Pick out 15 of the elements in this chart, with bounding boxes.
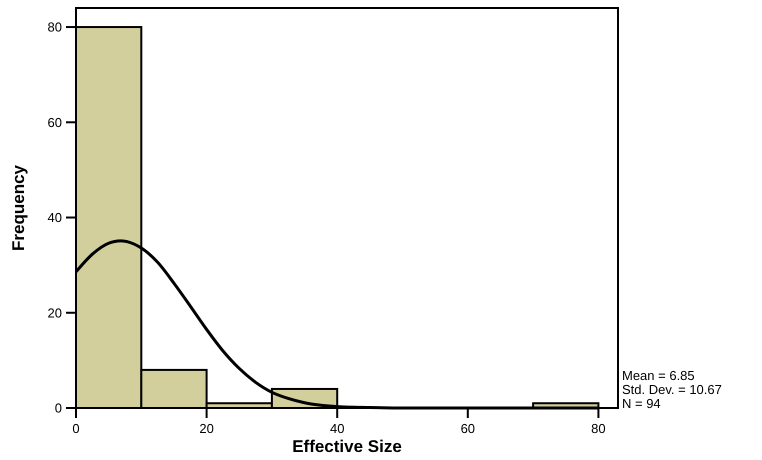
y-tick-label: 80 [48, 20, 62, 35]
y-tick-label: 40 [48, 210, 62, 226]
x-tick-label: 60 [460, 421, 476, 436]
y-tick-label: 60 [48, 114, 62, 130]
x-tick-label: 80 [591, 421, 606, 436]
text: Std. Dev. = 10.67 [622, 382, 722, 397]
text: Mean = 6.85 [622, 368, 695, 383]
y-tick-label: 20 [48, 305, 62, 320]
text: N = 94 [622, 396, 661, 411]
x-tick-label: 40 [330, 421, 344, 436]
y-tick-label: 0 [54, 400, 62, 416]
x-tick-label: 0 [72, 421, 80, 436]
y-axis-title: Frequency [9, 164, 28, 251]
x-tick-label: 20 [199, 421, 214, 436]
x-axis-title: Effective Size [292, 437, 402, 456]
